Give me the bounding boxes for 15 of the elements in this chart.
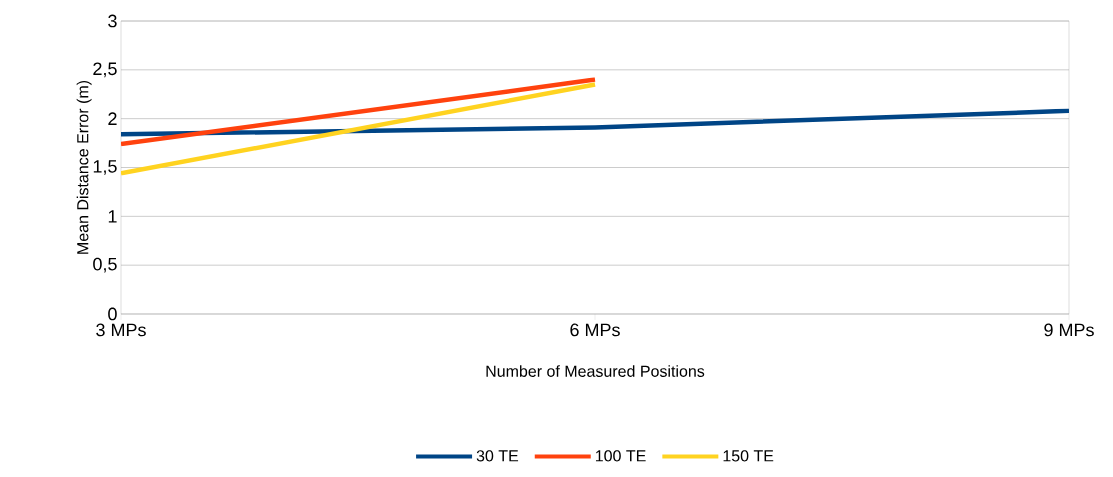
- x-tick-label: 3 MPs: [96, 323, 146, 337]
- y-tick-label: 1,5: [93, 160, 117, 175]
- legend-label: 150 TE: [723, 450, 774, 462]
- y-axis-title: Mean Distance Error (m): [76, 80, 92, 254]
- y-tick-label: 2,5: [93, 62, 117, 78]
- legend-label: 30 TE: [476, 450, 519, 462]
- y-tick-label: 2: [108, 112, 117, 125]
- x-axis-title: Number of Measured Positions: [486, 365, 705, 377]
- y-tick-label: 1: [108, 210, 117, 223]
- y-tick-label: 3: [108, 14, 117, 28]
- y-tick-label: 0: [108, 307, 117, 321]
- x-tick-label: 6 MPs: [570, 323, 620, 337]
- y-tick-label: 0,5: [93, 257, 117, 273]
- legend-label: 100 TE: [595, 450, 646, 462]
- x-tick-label: 9 MPs: [1044, 323, 1094, 337]
